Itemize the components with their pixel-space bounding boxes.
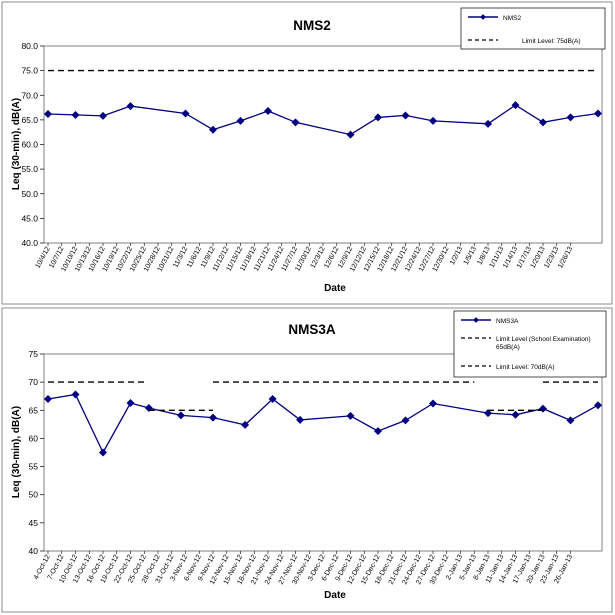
data-point-nms2 <box>181 109 190 118</box>
legend-label-limit-70: Limit Level: 70dB(A) <box>496 364 555 371</box>
data-point-nms3a <box>268 395 277 404</box>
y-tick-label: 60.0 <box>21 140 38 150</box>
chart-nms2: NMS2 Leq (30-min), dB(A) Date NMS2 Limit… <box>1 1 613 305</box>
data-point-nms3a <box>241 420 250 429</box>
y-tick-label: 40.0 <box>21 238 38 248</box>
legend-box <box>460 7 606 50</box>
y-tick-label: 65 <box>29 405 39 415</box>
y-tick-label: 45 <box>29 518 39 528</box>
data-point-nms3a <box>99 448 107 457</box>
data-point-nms2 <box>264 107 272 116</box>
legend-label-limit-75: Limit Level: 75dB(A) <box>522 38 581 45</box>
data-point-nms3a <box>374 427 382 436</box>
data-point-nms3a <box>346 411 355 420</box>
data-point-nms3a <box>126 398 135 407</box>
data-point-nms2 <box>209 125 217 134</box>
x-axis-label: Date <box>324 283 346 294</box>
data-point-nms2 <box>346 130 355 139</box>
legend-label-nms2: NMS2 <box>503 15 521 22</box>
y-tick-label: 75.0 <box>21 66 38 76</box>
chart-title: NMS2 <box>293 18 331 33</box>
data-point-nms2 <box>539 118 547 127</box>
data-point-nms3a <box>401 416 410 425</box>
data-point-nms2 <box>99 111 107 120</box>
data-point-nms2 <box>126 102 135 111</box>
y-tick-label: 75 <box>29 349 39 359</box>
y-tick-label: 70.0 <box>21 90 38 100</box>
y-tick-label: 60 <box>29 433 39 443</box>
data-point-nms3a <box>511 410 520 419</box>
y-tick-label: 50.0 <box>21 189 38 199</box>
data-point-nms3a <box>484 409 492 418</box>
data-point-nms3a <box>296 415 305 424</box>
data-point-nms3a <box>44 395 52 404</box>
data-point-nms3a <box>594 401 602 410</box>
data-point-nms2 <box>429 116 437 125</box>
x-axis-label: Date <box>324 590 346 601</box>
data-point-nms3a <box>429 399 437 408</box>
y-tick-label: 70 <box>29 377 39 387</box>
y-axis-label: Leq (30-min), dB(A) <box>11 98 22 190</box>
data-point-nms3a <box>209 413 217 422</box>
y-tick-label: 55 <box>29 462 39 472</box>
legend-label-nms3a: NMS3A <box>496 318 519 325</box>
data-point-nms3a <box>566 416 575 425</box>
data-point-nms2 <box>374 113 382 122</box>
data-point-nms2 <box>71 110 80 119</box>
y-tick-label: 55.0 <box>21 164 38 174</box>
legend-label-limit-65: Limit Level (School Examination) 65dB(A) <box>496 336 592 351</box>
y-axis-label: Leq (30-min), dB(A) <box>11 406 22 498</box>
series-line-nms2 <box>47 104 599 136</box>
plot-area <box>43 353 603 552</box>
y-tick-label: 50 <box>29 490 39 500</box>
data-point-nms2 <box>566 113 575 122</box>
data-point-nms2 <box>511 101 520 110</box>
chart-nms3a: NMS3A Leq (30-min), dB(A) Date NMS3A Lim… <box>1 307 613 613</box>
y-tick-label: 65.0 <box>21 115 38 125</box>
data-point-nms2 <box>291 118 300 127</box>
legend-box <box>453 310 607 378</box>
y-tick-label: 80.0 <box>21 41 38 51</box>
data-point-nms3a <box>71 390 80 399</box>
chart-title: NMS3A <box>288 322 336 337</box>
y-tick-label: 45.0 <box>21 213 38 223</box>
data-point-nms2 <box>236 116 245 125</box>
data-point-nms2 <box>484 119 492 128</box>
plot-area <box>43 45 603 244</box>
data-point-nms2 <box>594 109 602 118</box>
legend-marker-nms3a <box>473 317 479 323</box>
data-point-nms3a <box>176 411 185 420</box>
y-tick-label: 40 <box>29 546 39 556</box>
data-point-nms2 <box>401 111 410 120</box>
data-point-nms2 <box>44 109 52 118</box>
